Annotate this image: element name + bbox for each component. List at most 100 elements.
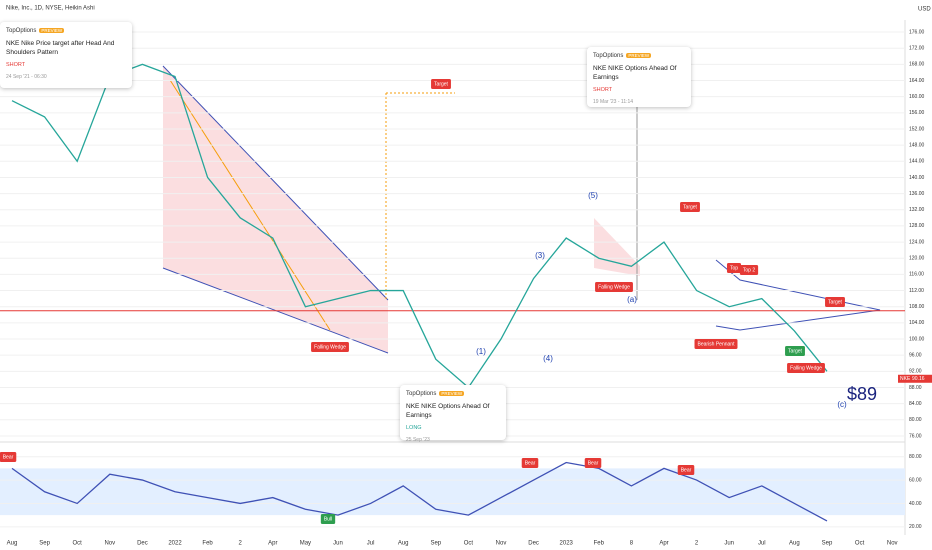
last-price-tag [898, 374, 932, 383]
pattern-label: Bull [324, 516, 332, 522]
y-tick-label: 112.00 [909, 288, 924, 294]
idea-title: NKE NIKE Options Ahead Of Earnings [406, 403, 490, 419]
y-tick-label: 140.00 [909, 175, 925, 181]
y-tick-label: 84.00 [909, 401, 922, 407]
x-tick-label: Nov [496, 541, 507, 547]
label-box [787, 363, 825, 373]
label-box [726, 263, 742, 273]
x-tick-label: Dec [137, 541, 148, 547]
x-tick-label: Jul [367, 541, 375, 547]
pattern-label: Target [434, 81, 449, 87]
idea-card[interactable]: TopOptions PREVIEW NKE NIKE Options Ahead… [400, 385, 506, 443]
pattern-label: Target [788, 348, 803, 354]
x-tick-label: Jun [333, 541, 343, 547]
y-tick-label: 76.00 [909, 433, 922, 439]
y-tick-label: 176.00 [909, 29, 925, 35]
label-box [595, 282, 633, 292]
idea-title: NKE Nike Price target after Head And Sho… [6, 40, 115, 56]
currency: USD [918, 7, 931, 13]
direction: SHORT [593, 87, 613, 93]
wedge-line [162, 65, 389, 301]
y-tick-label: 152.00 [909, 126, 925, 132]
idea-card[interactable]: TopOptions PREVIEW NKE Nike Price target … [0, 22, 132, 88]
y-tick-label: 80.00 [909, 417, 922, 423]
y-tick-label: 124.00 [909, 239, 925, 245]
pennant [715, 259, 881, 331]
label-box [311, 342, 349, 352]
y-tick-label: 60.00 [909, 477, 922, 483]
label-box [739, 265, 759, 275]
label-box [521, 458, 539, 468]
x-tick-label: Sep [430, 541, 441, 547]
x-tick-label: 2 [695, 541, 699, 547]
x-tick-label: Aug [789, 541, 800, 547]
y-tick-label: 92.00 [909, 369, 922, 375]
idea-card[interactable]: TopOptions PREVIEW NKE NIKE Options Ahead… [587, 47, 691, 107]
y-tick-label: 88.00 [909, 385, 922, 391]
last-price-name: NKE [900, 376, 911, 382]
y-tick-label: 40.00 [909, 501, 922, 507]
pattern-label: Top 2 [743, 267, 755, 273]
pattern-label: Bear [681, 467, 692, 473]
label-box [825, 297, 845, 307]
y-tick-label: 160.00 [909, 94, 925, 100]
wave-label: (4) [543, 354, 553, 363]
y-tick-label: 100.00 [909, 336, 925, 342]
y-tick-label: 156.00 [909, 110, 925, 116]
author: TopOptions [6, 28, 37, 34]
badge: PREVIEW [39, 28, 65, 33]
chart-header: Nike, Inc., 1D, NYSE, Heikin Ashi [6, 6, 95, 12]
y-tick-label: 104.00 [909, 320, 925, 326]
pattern-label: Falling Wedge [314, 344, 346, 350]
x-tick-label: 2022 [168, 541, 182, 547]
x-tick-label: Feb [594, 541, 605, 547]
wave-label: (c) [837, 400, 847, 409]
price-line [11, 63, 828, 389]
y-tick-label: 136.00 [909, 191, 925, 197]
y-tick-label: 80.00 [909, 454, 922, 460]
pattern-label: Bear [588, 460, 599, 466]
x-tick-label: Aug [398, 541, 409, 547]
idea-title: NKE NIKE Options Ahead Of Earnings [593, 65, 677, 81]
label-box [677, 465, 695, 475]
price-line [11, 461, 828, 522]
x-tick-label: Oct [73, 541, 83, 547]
wave-label: (1) [476, 347, 486, 356]
x-tick-label: Sep [39, 541, 50, 547]
y-tick-label: 172.00 [909, 46, 925, 52]
wave-label: (a) [627, 295, 637, 304]
badge: PREVIEW [439, 391, 465, 396]
label-box [680, 202, 700, 212]
x-tick-label: Sep [822, 541, 833, 547]
x-tick-label: Nov [887, 541, 898, 547]
label-box [785, 346, 805, 356]
y-tick-label: 132.00 [909, 207, 925, 213]
direction: SHORT [6, 62, 26, 68]
wedge-shape [594, 218, 640, 276]
badge: PREVIEW [626, 53, 652, 58]
label-box [320, 514, 336, 524]
x-tick-label: Jun [724, 541, 734, 547]
date: 19 Mar '23 - 11:14 [593, 99, 634, 105]
trend-line [169, 79, 331, 331]
x-tick-label: Feb [202, 541, 213, 547]
x-tick-label: Apr [659, 541, 668, 547]
pattern-label: Target [828, 299, 843, 305]
wave-label: (3) [535, 251, 545, 260]
label-box [584, 458, 602, 468]
pattern-label: Target [683, 204, 698, 210]
date: 25 Sep '23 [406, 437, 430, 443]
x-tick-label: Oct [464, 541, 474, 547]
y-tick-label: 108.00 [909, 304, 925, 310]
y-tick-label: 116.00 [909, 272, 924, 278]
x-tick-label: 2023 [560, 541, 574, 547]
x-tick-label: Aug [7, 541, 18, 547]
wave-label: $89 [847, 384, 877, 404]
x-tick-label: Dec [528, 541, 539, 547]
y-tick-label: 96.00 [909, 353, 922, 359]
pattern-label: Falling Wedge [598, 284, 630, 290]
y-tick-label: 144.00 [909, 159, 925, 165]
pattern-label: Bearish Pennant [698, 341, 736, 347]
